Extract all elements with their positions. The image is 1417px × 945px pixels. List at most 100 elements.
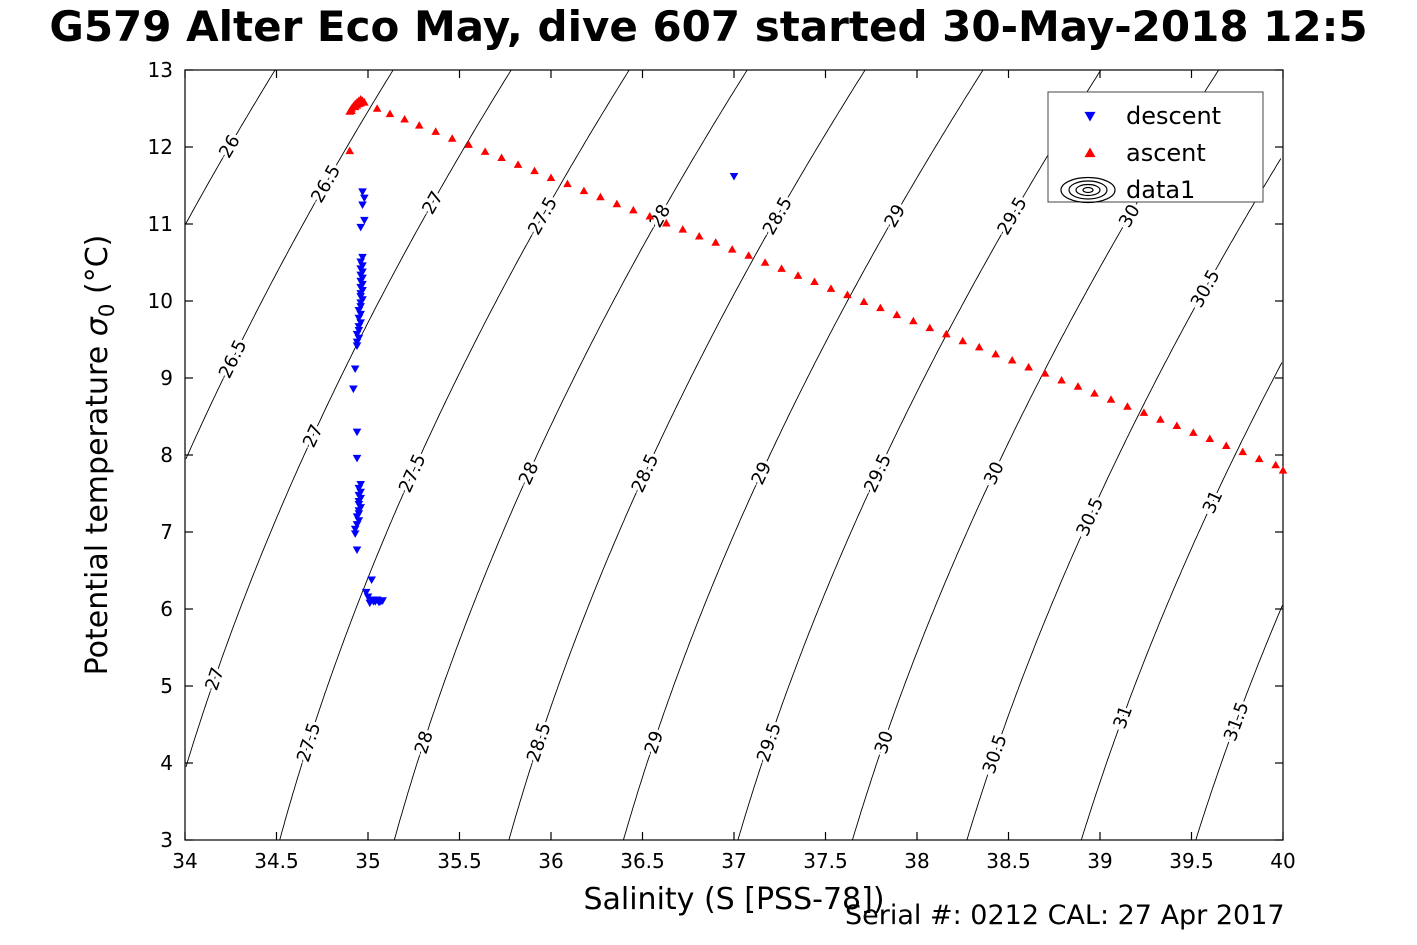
ascent-marker bbox=[563, 179, 572, 188]
y-tick-label: 6 bbox=[160, 597, 173, 621]
ascent-marker bbox=[777, 264, 786, 272]
descent-marker bbox=[360, 216, 369, 225]
ascent-marker bbox=[974, 342, 984, 351]
legend-box bbox=[1047, 91, 1264, 203]
descent-marker bbox=[358, 253, 367, 262]
y-tick-label: 3 bbox=[160, 828, 173, 852]
ascent-marker bbox=[431, 127, 441, 135]
contour-label: 29 bbox=[641, 728, 668, 756]
contour-label: 26.5 bbox=[215, 337, 252, 382]
contour-label: 30.5 bbox=[1072, 494, 1108, 539]
descent-marker bbox=[354, 323, 364, 331]
y-tick-label: 12 bbox=[148, 135, 173, 159]
contour-label: 26.5 bbox=[307, 161, 345, 206]
descent-marker bbox=[367, 576, 376, 585]
descent-marker bbox=[358, 188, 367, 196]
ascent-marker bbox=[859, 297, 869, 305]
data-layer bbox=[345, 94, 1288, 608]
ascent-marker bbox=[1221, 441, 1231, 449]
contour-label: 27 bbox=[201, 665, 228, 694]
contour-line bbox=[1080, 362, 1283, 841]
descent-marker bbox=[352, 521, 362, 529]
ascent-marker bbox=[1106, 395, 1116, 403]
x-tick-label: 39.5 bbox=[1169, 849, 1214, 873]
descent-marker bbox=[358, 201, 367, 210]
descent-marker bbox=[352, 342, 362, 350]
ascent-marker bbox=[1271, 460, 1280, 469]
legend-label-data1: data1 bbox=[1126, 176, 1195, 204]
ascent-marker bbox=[1189, 428, 1198, 436]
contour-label: 31 bbox=[1109, 703, 1137, 732]
ascent-marker bbox=[826, 284, 836, 292]
contour-label: 27 bbox=[418, 188, 448, 218]
legend-marker-ascent bbox=[1084, 147, 1096, 158]
contour-line bbox=[622, 69, 984, 841]
ascent-marker bbox=[1040, 369, 1050, 377]
y-tick-label: 13 bbox=[148, 58, 173, 82]
descent-marker bbox=[356, 319, 365, 327]
contour-label: 30 bbox=[1115, 201, 1145, 231]
ascent-marker bbox=[711, 238, 720, 246]
ascent-marker bbox=[596, 192, 605, 201]
ascent-marker bbox=[645, 212, 655, 220]
x-tick-label: 34.5 bbox=[254, 849, 299, 873]
ascent-marker bbox=[385, 109, 395, 118]
descent-marker bbox=[352, 546, 362, 555]
figure-title: G579 Alter Eco May, dive 607 started 30-… bbox=[49, 2, 1368, 51]
legend-marker-descent bbox=[1084, 111, 1096, 122]
contour-line bbox=[185, 69, 512, 768]
y-tick-label: 8 bbox=[160, 443, 173, 467]
ascent-marker bbox=[661, 218, 671, 227]
contour-label: 27.5 bbox=[524, 194, 562, 239]
contour-line bbox=[279, 69, 630, 841]
ascent-marker bbox=[678, 225, 688, 233]
y-tick-label: 7 bbox=[160, 520, 173, 544]
x-tick-label: 37 bbox=[721, 849, 746, 873]
x-tick-label: 36 bbox=[538, 849, 563, 873]
ascent-marker bbox=[876, 303, 885, 312]
descent-marker bbox=[354, 307, 364, 315]
legend-contour-rings-icon bbox=[1082, 186, 1094, 194]
contour-line bbox=[393, 69, 748, 841]
contour-label: 31.5 bbox=[1220, 699, 1254, 744]
ascent-marker bbox=[352, 101, 362, 109]
contour-label: 29 bbox=[880, 201, 910, 231]
ascent-marker bbox=[760, 258, 770, 266]
descent-marker bbox=[350, 525, 360, 534]
contour-line bbox=[185, 69, 394, 460]
descent-marker bbox=[729, 173, 739, 181]
contour-label: 28.5 bbox=[523, 720, 556, 765]
ascent-marker bbox=[1007, 355, 1017, 364]
ascent-marker bbox=[1254, 454, 1264, 463]
ascent-marker bbox=[843, 290, 852, 299]
descent-marker bbox=[356, 258, 365, 267]
ascent-marker bbox=[360, 98, 369, 106]
ascent-marker bbox=[513, 160, 523, 168]
axes-layer: 34 34.5 35 35.5 36 36.5 37 37.5 38 38.5 39 39.5 4034… bbox=[148, 58, 1296, 873]
ascent-marker bbox=[579, 186, 589, 195]
ascent-marker bbox=[1123, 402, 1132, 410]
contour-line bbox=[1195, 605, 1283, 841]
ascent-marker bbox=[1139, 408, 1149, 416]
contour-label: 28 bbox=[515, 459, 544, 489]
descent-marker bbox=[354, 517, 364, 525]
x-tick-label: 39 bbox=[1087, 849, 1112, 873]
x-tick-label: 35.5 bbox=[437, 849, 482, 873]
ascent-marker bbox=[530, 166, 539, 175]
contour-label: 27.5 bbox=[395, 451, 431, 496]
descent-marker bbox=[350, 365, 360, 374]
descent-marker bbox=[356, 299, 365, 307]
contour-line bbox=[185, 69, 276, 225]
ascent-marker bbox=[480, 147, 490, 155]
x-tick-label: 37.5 bbox=[803, 849, 848, 873]
ascent-marker bbox=[1205, 434, 1215, 443]
y-tick-label: 10 bbox=[148, 289, 173, 313]
descent-marker bbox=[354, 327, 364, 335]
descent-marker bbox=[349, 385, 358, 394]
ascent-marker bbox=[400, 114, 409, 123]
contour-label: 29.5 bbox=[860, 451, 896, 496]
legend: descent ascent data1 bbox=[1047, 91, 1264, 204]
ascent-marker bbox=[414, 121, 424, 129]
descent-marker bbox=[360, 194, 369, 203]
ascent-marker bbox=[1278, 466, 1288, 474]
